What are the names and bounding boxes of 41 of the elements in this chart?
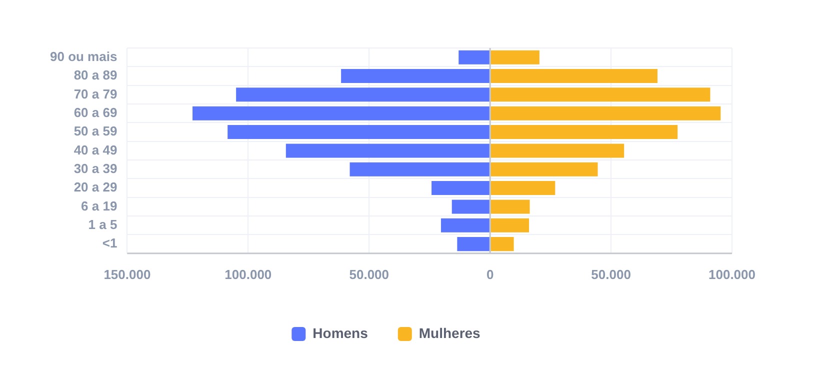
y-tick-label: 6 a 19 (81, 198, 118, 214)
bar (236, 88, 490, 102)
y-tick-label: 30 a 39 (74, 160, 118, 176)
bar (490, 88, 710, 102)
bar (457, 237, 490, 252)
y-tick-label: 70 a 79 (74, 86, 118, 102)
x-tick-label: 0 (486, 266, 494, 282)
bar (432, 181, 490, 196)
bar (490, 69, 658, 84)
bar (490, 200, 530, 214)
x-tick-label: 50.000 (349, 266, 389, 282)
bar (341, 69, 490, 84)
x-tick-label: 100.000 (708, 266, 756, 282)
x-tick-label: 50.000 (591, 266, 631, 282)
bar (490, 125, 678, 140)
bar (192, 106, 490, 120)
y-tick-label: 90 ou mais (50, 48, 118, 64)
bar (286, 144, 490, 158)
bar (490, 106, 721, 120)
legend-label: Homens (312, 324, 368, 341)
legend-label: Mulheres (418, 324, 481, 341)
y-tick-label: 50 a 59 (74, 124, 118, 139)
y-tick-label: 40 a 49 (74, 142, 118, 158)
bar (228, 125, 490, 140)
y-tick-label: 80 a 89 (74, 68, 118, 83)
bar (490, 162, 598, 176)
y-tick-label: 20 a 29 (74, 180, 118, 195)
y-tick-label: 1 a 5 (88, 216, 118, 232)
bar (490, 181, 556, 196)
bar (440, 218, 490, 232)
bar (452, 200, 490, 214)
bar (350, 162, 490, 176)
bar (490, 237, 514, 252)
x-tick-label: 150.000 (104, 266, 151, 282)
x-tick-label: 100.000 (224, 266, 272, 282)
bar (490, 144, 624, 158)
y-tick-label: 60 a 69 (74, 104, 118, 120)
y-tick-label: <1 (102, 236, 118, 251)
bar (490, 50, 540, 64)
bar (458, 50, 490, 64)
bar (490, 218, 530, 232)
